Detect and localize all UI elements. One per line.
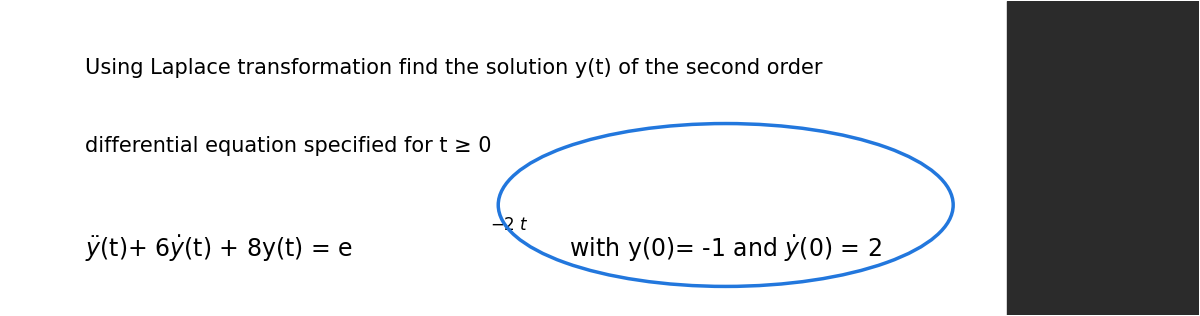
Text: Using Laplace transformation find the solution y(t) of the second order: Using Laplace transformation find the so… — [85, 58, 823, 78]
Text: with y(0)= -1 and $\dot{y}$(0) = 2: with y(0)= -1 and $\dot{y}$(0) = 2 — [562, 233, 882, 264]
Text: differential equation specified for t ≥ 0: differential equation specified for t ≥ … — [85, 136, 492, 156]
Text: $\ddot{y}$(t)+ 6$\dot{y}$(t) + 8y(t) = e: $\ddot{y}$(t)+ 6$\dot{y}$(t) + 8y(t) = e — [85, 233, 353, 264]
Text: $-2\ t$: $-2\ t$ — [490, 216, 529, 234]
Bar — [1007, 1, 1199, 315]
